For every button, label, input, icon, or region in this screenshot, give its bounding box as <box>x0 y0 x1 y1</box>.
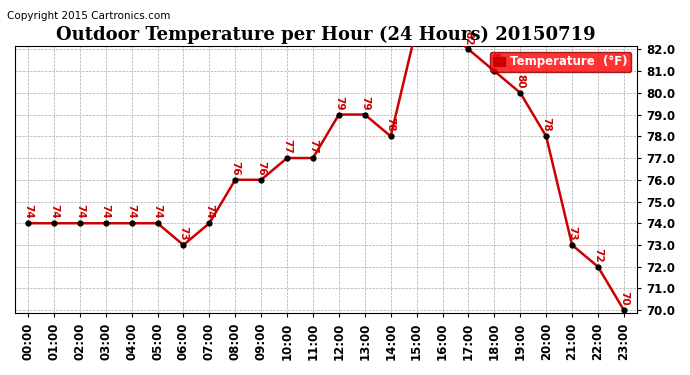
Text: 72: 72 <box>593 248 603 262</box>
Text: 79: 79 <box>359 96 370 110</box>
Text: 73: 73 <box>179 226 188 241</box>
Text: 73: 73 <box>567 226 577 241</box>
Text: 77: 77 <box>308 139 318 154</box>
Text: 79: 79 <box>334 96 344 110</box>
Text: 74: 74 <box>126 204 137 219</box>
Text: 74: 74 <box>101 204 110 219</box>
Text: 74: 74 <box>75 204 85 219</box>
Text: 76: 76 <box>230 161 240 176</box>
Text: 81: 81 <box>489 53 500 67</box>
Text: 76: 76 <box>256 161 266 176</box>
Text: 74: 74 <box>204 204 215 219</box>
Text: Copyright 2015 Cartronics.com: Copyright 2015 Cartronics.com <box>7 11 170 21</box>
Text: 78: 78 <box>386 117 395 132</box>
Text: 78: 78 <box>541 117 551 132</box>
Text: 82: 82 <box>464 31 473 45</box>
Text: 74: 74 <box>152 204 163 219</box>
Title: Outdoor Temperature per Hour (24 Hours) 20150719: Outdoor Temperature per Hour (24 Hours) … <box>56 26 595 45</box>
Text: 74: 74 <box>49 204 59 219</box>
Text: 83: 83 <box>0 374 1 375</box>
Text: 83: 83 <box>0 374 1 375</box>
Text: 70: 70 <box>619 291 629 306</box>
Text: 77: 77 <box>282 139 292 154</box>
Legend: Temperature  (°F): Temperature (°F) <box>490 52 631 72</box>
Text: 80: 80 <box>515 74 525 88</box>
Text: 74: 74 <box>23 204 33 219</box>
